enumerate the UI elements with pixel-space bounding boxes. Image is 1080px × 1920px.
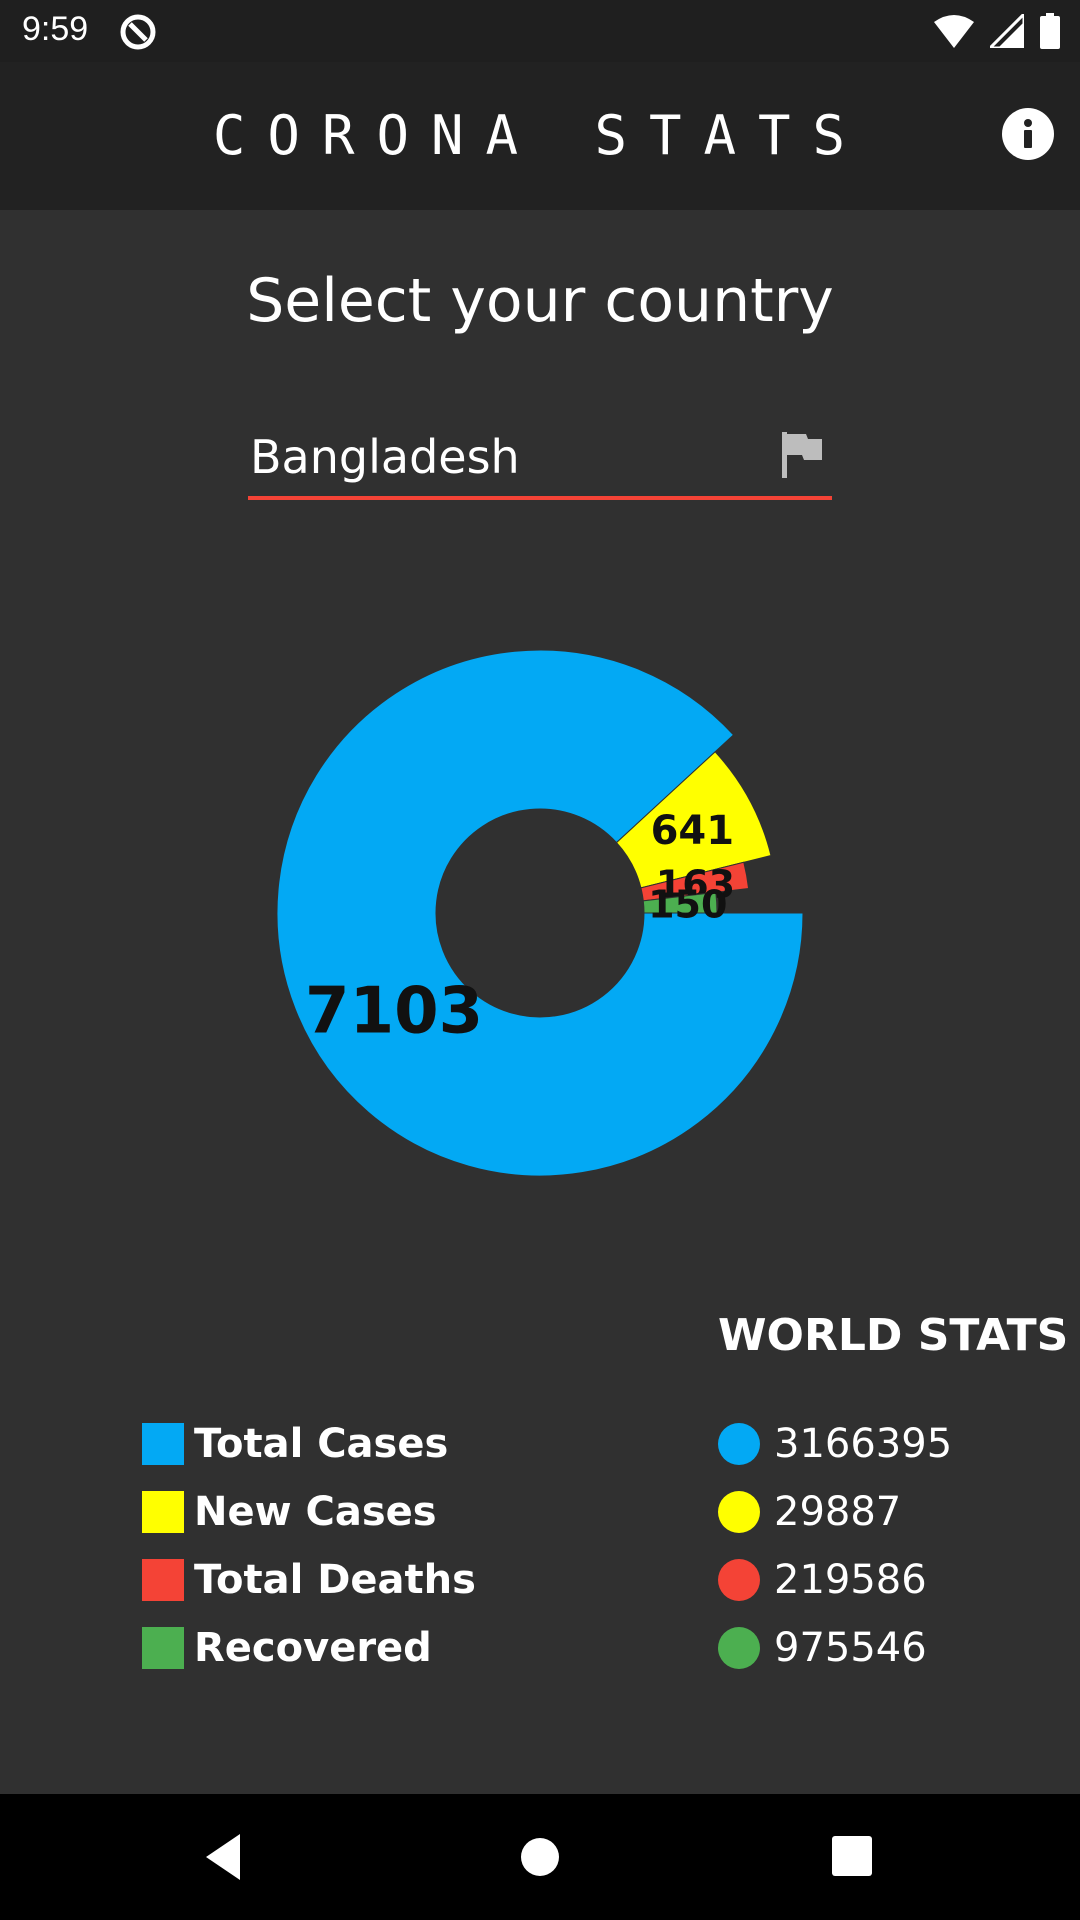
select-country-heading: Select your country (246, 266, 834, 336)
world-stat-dot (718, 1423, 760, 1465)
status-icons (934, 12, 1060, 50)
app-title: CORONA STATS (212, 104, 868, 167)
navigation-bar (0, 1794, 1080, 1920)
legend-item: Total Cases (142, 1410, 476, 1478)
back-icon[interactable] (198, 1830, 252, 1884)
flag-icon[interactable] (780, 430, 824, 478)
app-bar: CORONA STATS (0, 62, 1080, 210)
legend-label: New Cases (194, 1489, 437, 1535)
status-bar: 9:59 (0, 0, 1080, 62)
cell-signal-icon (990, 14, 1024, 48)
wifi-icon (934, 15, 974, 48)
country-value: Bangladesh (250, 430, 520, 484)
world-stat-value: 3166395 (774, 1421, 953, 1467)
world-stat-dot (718, 1491, 760, 1533)
legend-label: Recovered (194, 1625, 432, 1671)
chart-slice-label: 641 (651, 808, 735, 854)
chart-slice-total-cases (276, 649, 804, 1177)
app-notification-icon (120, 14, 156, 50)
world-stat-item: 3166395 (718, 1410, 952, 1478)
world-stat-item: 219586 (718, 1546, 952, 1614)
chart-legend: Total Cases New Cases Total Deaths Recovere… (142, 1410, 476, 1682)
legend-item: Total Deaths (142, 1546, 476, 1614)
chart-slice-label: 7103 (305, 974, 483, 1048)
legend-item: New Cases (142, 1478, 476, 1546)
world-stat-item: 975546 (718, 1614, 952, 1682)
world-stat-dot (718, 1627, 760, 1669)
world-stat-dot (718, 1559, 760, 1601)
chart-slice-new-cases (615, 751, 772, 889)
info-button[interactable] (1002, 108, 1054, 160)
chart-slice-label: 150 (648, 882, 727, 926)
world-stats-title: WORLD STATS (718, 1310, 1069, 1361)
world-stat-value: 975546 (774, 1625, 927, 1671)
legend-label: Total Deaths (194, 1557, 476, 1603)
world-stat-value: 29887 (774, 1489, 902, 1535)
legend-item: Recovered (142, 1614, 476, 1682)
recents-icon[interactable] (826, 1830, 880, 1884)
legend-swatch (142, 1491, 184, 1533)
world-stats-list: 3166395 29887 219586 975546 (718, 1410, 952, 1682)
legend-label: Total Cases (194, 1421, 449, 1467)
legend-swatch (142, 1559, 184, 1601)
legend-swatch (142, 1627, 184, 1669)
legend-swatch (142, 1423, 184, 1465)
battery-icon (1040, 13, 1060, 49)
chart-slice-recovered (642, 891, 718, 914)
info-icon (1024, 119, 1032, 148)
status-time: 9:59 (22, 10, 89, 48)
world-stat-value: 219586 (774, 1557, 927, 1603)
home-icon[interactable] (513, 1830, 567, 1884)
country-selector[interactable]: Bangladesh (248, 420, 832, 500)
world-stat-item: 29887 (718, 1478, 952, 1546)
